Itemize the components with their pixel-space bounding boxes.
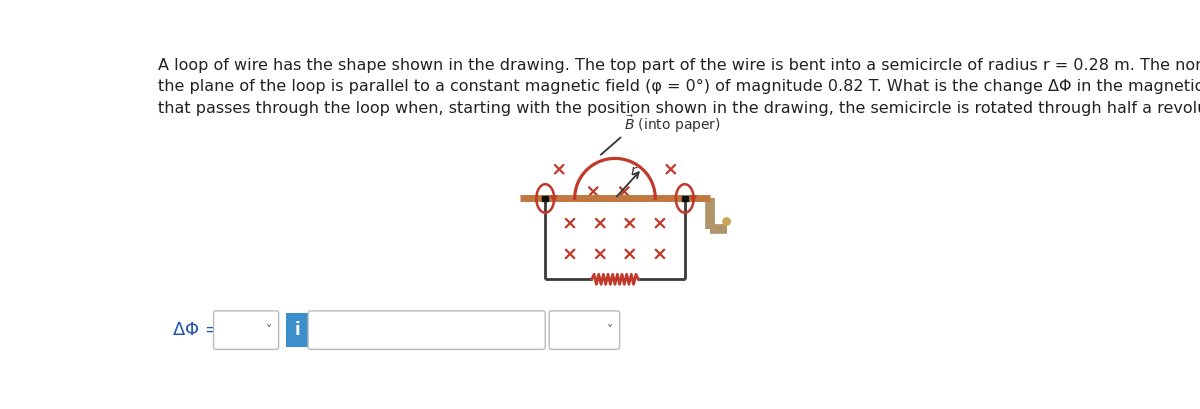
Text: ˅: ˅ [266, 324, 272, 337]
Text: r: r [630, 164, 636, 178]
Text: i: i [294, 321, 300, 339]
FancyBboxPatch shape [286, 313, 308, 347]
FancyBboxPatch shape [308, 311, 545, 349]
FancyBboxPatch shape [550, 311, 619, 349]
Text: A loop of wire has the shape shown in the drawing. The top part of the wire is b: A loop of wire has the shape shown in th… [157, 58, 1200, 116]
Circle shape [722, 218, 731, 225]
Bar [682, 196, 688, 201]
Bar [542, 196, 548, 201]
Text: ˅: ˅ [606, 324, 613, 337]
FancyBboxPatch shape [214, 311, 278, 349]
Text: $\vec{B}$ (into paper): $\vec{B}$ (into paper) [624, 113, 721, 135]
Text: $\Delta\Phi$ =: $\Delta\Phi$ = [172, 321, 220, 339]
